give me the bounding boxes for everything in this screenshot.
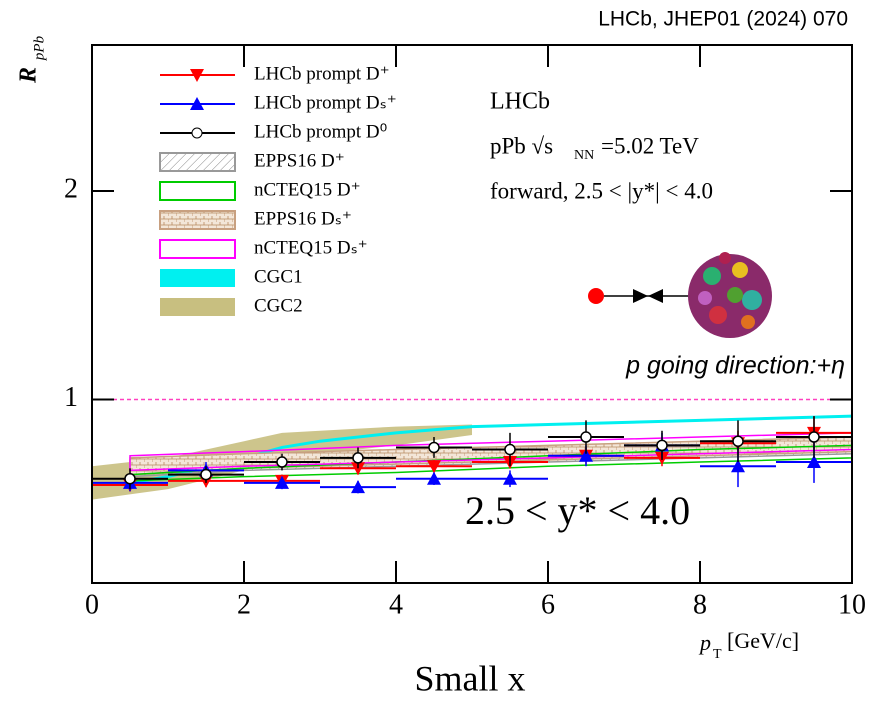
x-label-sub: T <box>713 647 722 662</box>
legend-label: LHCb prompt D⁰ <box>254 121 387 142</box>
plot-area <box>92 398 852 500</box>
annotation: Small x <box>414 658 525 698</box>
marker <box>580 431 592 443</box>
legend-swatch <box>159 210 236 230</box>
band <box>129 432 852 472</box>
legend-label: LHCb prompt Dₛ⁺ <box>254 92 397 113</box>
marker <box>428 441 440 454</box>
legend-label: CGC1 <box>254 266 303 287</box>
marker <box>276 456 288 468</box>
legend-label: nCTEQ15 D⁺ <box>254 179 361 200</box>
annotation: 2.5 < y* < 4.0 <box>465 488 690 533</box>
legend-label: nCTEQ15 Dₛ⁺ <box>254 237 368 258</box>
x-tick-label: 8 <box>693 589 707 620</box>
annotation: NN <box>574 148 594 163</box>
y-tick-label: 2 <box>64 173 78 204</box>
x-tick-label: 0 <box>85 589 99 620</box>
marker <box>351 480 365 494</box>
marker <box>579 448 593 462</box>
legend-label: CGC2 <box>254 295 303 316</box>
x-tick-label: 6 <box>541 589 555 620</box>
marker <box>124 472 136 485</box>
marker <box>732 435 744 447</box>
nucleus-icon <box>588 252 772 338</box>
legend-label: LHCb prompt D⁺ <box>254 63 390 84</box>
marker <box>504 443 516 456</box>
x-tick-label: 4 <box>389 589 403 620</box>
marker <box>352 452 364 464</box>
x-tick-label: 2 <box>237 589 251 620</box>
legend-swatch <box>159 181 236 201</box>
legend-marker <box>191 127 203 139</box>
frame <box>91 44 853 584</box>
annotation: LHCb <box>490 89 550 115</box>
y-tick-label: 1 <box>64 382 78 413</box>
legend-marker <box>190 97 204 110</box>
marker <box>275 475 289 489</box>
legend-swatch <box>159 239 236 259</box>
legend-swatch <box>159 152 236 172</box>
y-label: R <box>16 67 42 84</box>
marker <box>351 462 365 476</box>
marker <box>656 439 668 452</box>
y-label-sub: pPb <box>31 35 47 61</box>
marker <box>808 431 820 443</box>
marker <box>731 459 745 473</box>
marker <box>503 471 517 485</box>
legend: LHCb prompt D⁺ LHCb prompt Dₛ⁺ LHCb prompt… <box>159 63 397 316</box>
annotation: p going direction:+η <box>625 352 845 380</box>
annotation: forward, 2.5 < |y*| < 4.0 <box>490 178 713 203</box>
annotation: =5.02 TeV <box>601 133 699 158</box>
x-label-unit: [GeV/c] <box>727 628 799 653</box>
marker <box>427 471 441 485</box>
marker <box>427 460 441 474</box>
legend-swatch <box>160 269 235 287</box>
legend-swatch <box>160 298 235 316</box>
legend-label: EPPS16 Dₛ⁺ <box>254 208 352 229</box>
source: LHCb, JHEP01 (2024) 070 <box>598 8 848 31</box>
marker <box>200 468 212 481</box>
legend-marker <box>190 69 204 82</box>
x-tick-label: 10 <box>838 589 866 620</box>
legend-label: EPPS16 D⁺ <box>254 150 345 171</box>
marker <box>807 455 821 469</box>
x-label: p <box>698 630 711 655</box>
annotation: pPb √s <box>490 133 553 158</box>
